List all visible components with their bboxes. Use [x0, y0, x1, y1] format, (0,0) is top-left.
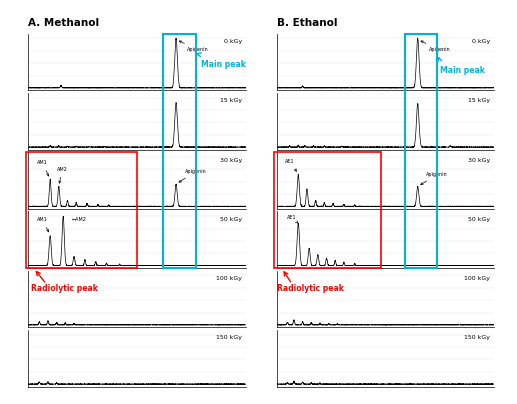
Text: AM2: AM2	[57, 167, 67, 183]
Text: 150 kGy: 150 kGy	[464, 335, 491, 341]
Text: Radiolytic peak: Radiolytic peak	[31, 284, 98, 293]
Text: 30 kGy: 30 kGy	[468, 158, 491, 163]
Text: Apigenin: Apigenin	[179, 169, 206, 182]
Text: A. Methanol: A. Methanol	[28, 18, 100, 28]
Text: 150 kGy: 150 kGy	[216, 335, 242, 341]
Text: 50 kGy: 50 kGy	[220, 217, 242, 222]
Text: 50 kGy: 50 kGy	[468, 217, 491, 222]
Text: Radiolytic peak: Radiolytic peak	[277, 284, 343, 293]
Text: Main peak: Main peak	[440, 66, 485, 75]
Text: AE1: AE1	[287, 215, 298, 223]
Text: B. Ethanol: B. Ethanol	[277, 18, 337, 28]
Text: 15 kGy: 15 kGy	[220, 99, 242, 103]
Text: 0 kGy: 0 kGy	[472, 39, 491, 44]
Text: Apigenin: Apigenin	[179, 41, 208, 53]
Text: 100 kGy: 100 kGy	[216, 276, 242, 281]
Text: 15 kGy: 15 kGy	[468, 99, 491, 103]
Text: AM1: AM1	[37, 217, 49, 232]
Text: 0 kGy: 0 kGy	[224, 39, 242, 44]
Text: Apigenin: Apigenin	[421, 172, 448, 185]
Text: ←AM2: ←AM2	[72, 217, 87, 222]
Text: Main peak: Main peak	[201, 60, 246, 69]
Text: Apigenin: Apigenin	[421, 41, 450, 53]
Text: AE1: AE1	[285, 159, 296, 171]
Text: AM1: AM1	[37, 160, 49, 176]
Text: 30 kGy: 30 kGy	[220, 158, 242, 163]
Text: 100 kGy: 100 kGy	[464, 276, 491, 281]
